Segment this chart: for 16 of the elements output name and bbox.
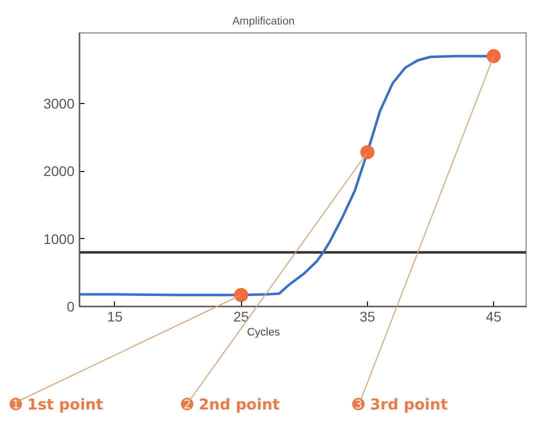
x-tick-label: 45 bbox=[486, 308, 502, 324]
point bbox=[360, 145, 374, 160]
annotation: ➊ 1st point bbox=[10, 396, 104, 414]
point bbox=[234, 288, 248, 302]
chart-title: Amplification bbox=[232, 16, 295, 28]
x-tick-label: 25 bbox=[233, 308, 250, 324]
x-tick-label: 15 bbox=[107, 308, 123, 324]
y-tick-label: 0 bbox=[66, 298, 75, 314]
x-axis-title: Cycles bbox=[246, 326, 281, 338]
y-tick-label: 1000 bbox=[43, 230, 75, 247]
annotation: ➌ 3rd point bbox=[352, 396, 448, 414]
point bbox=[486, 49, 501, 64]
x-tick-label: 35 bbox=[360, 308, 376, 324]
y-tick-label: 3000 bbox=[43, 96, 75, 112]
annotation: ➋ 2nd point bbox=[180, 396, 280, 414]
y-tick-label: 2000 bbox=[43, 163, 75, 180]
